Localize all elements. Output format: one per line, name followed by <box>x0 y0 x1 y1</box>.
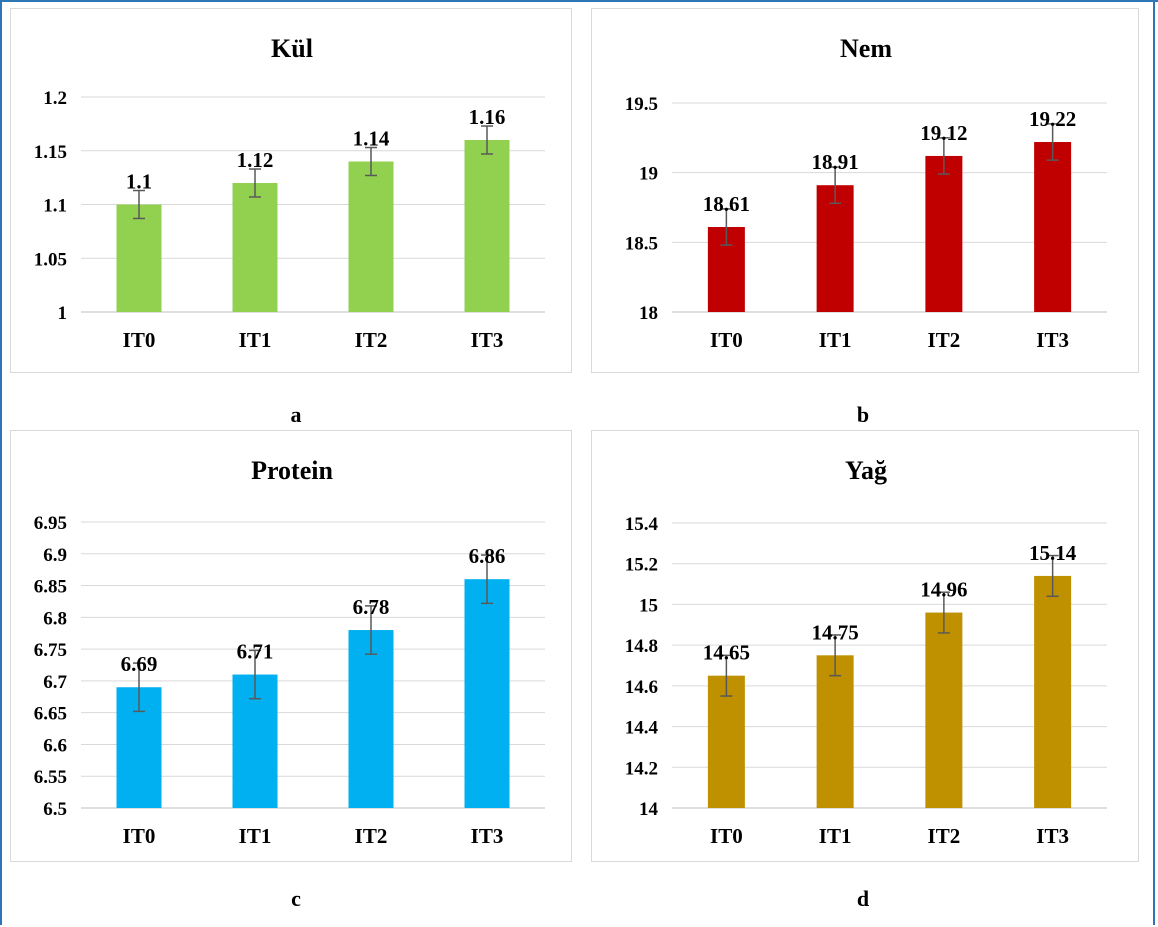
x-tick-label: IT3 <box>1036 328 1069 352</box>
chart-title: Kül <box>271 34 313 63</box>
x-tick-label: IT2 <box>355 328 388 352</box>
bar <box>348 630 394 808</box>
x-tick-label: IT3 <box>471 328 504 352</box>
y-tick-label: 6.85 <box>34 577 67 598</box>
x-tick-label: IT1 <box>819 328 852 352</box>
data-label: 19.22 <box>1029 107 1076 131</box>
data-label: 18.61 <box>703 192 750 216</box>
panel-label-c: c <box>291 886 301 911</box>
y-tick-label: 14.8 <box>625 636 658 657</box>
x-tick-label: IT3 <box>1036 824 1069 848</box>
bar <box>116 204 162 312</box>
chart-title: Yağ <box>845 456 887 485</box>
data-label: 14.65 <box>703 641 750 665</box>
chart-panel-protein: Protein 6.5 6.55 6.6 6.65 6.7 6.75 6.8 6.85 6.9 6.… <box>10 430 572 862</box>
chart-title: Nem <box>840 34 892 63</box>
y-tick-label: 6.75 <box>34 640 67 661</box>
panel-label-a: a <box>290 402 302 427</box>
bar <box>925 155 963 312</box>
x-tick-label: IT0 <box>710 328 743 352</box>
data-label: 14.96 <box>920 578 967 602</box>
y-tick-label: 19 <box>639 164 658 185</box>
y-tick-label: 14.6 <box>625 677 658 698</box>
panel-label-d: d <box>856 886 870 911</box>
x-tick-label: IT0 <box>123 824 156 848</box>
y-tick-label: 6.95 <box>34 513 67 534</box>
y-tick-label: 6.5 <box>43 799 67 820</box>
y-tick-label: 6.7 <box>43 672 67 693</box>
y-tick-label: 1.2 <box>43 88 67 109</box>
chart-panel-kul: Kül 1 1.05 1.1 1.15 1.2 1.1 IT0 1.12 IT1 1.14 IT2 1.… <box>10 8 572 373</box>
bar <box>1034 575 1072 808</box>
y-tick-label: 15.4 <box>625 514 659 535</box>
y-tick-label: 15.2 <box>625 555 658 576</box>
x-tick-label: IT1 <box>819 824 852 848</box>
data-label: 6.86 <box>469 544 506 568</box>
y-tick-label: 19.5 <box>625 94 658 115</box>
y-tick-label: 18.5 <box>625 233 658 254</box>
y-tick-label: 1.1 <box>43 196 67 217</box>
data-label: 18.91 <box>812 150 859 174</box>
y-tick-label: 15 <box>639 595 658 616</box>
y-tick-label: 6.65 <box>34 704 67 725</box>
chart-nem: Nem 18 18.5 19 19.5 18.61 IT0 18.91 IT1 19.12 IT2 1… <box>625 34 1107 352</box>
panel-label-b: b <box>856 402 870 427</box>
bar <box>232 183 278 312</box>
x-tick-label: IT2 <box>928 824 961 848</box>
chart-panel-yag: Yağ 14 14.2 14.4 14.6 14.8 15 15.2 15.4 14.65 IT0 1… <box>591 430 1139 862</box>
y-tick-label: 6.8 <box>43 608 67 629</box>
bar <box>816 185 854 312</box>
y-tick-label: 6.6 <box>43 735 67 756</box>
data-label: 19.12 <box>920 121 967 145</box>
bar <box>464 579 510 808</box>
bar <box>1034 142 1072 312</box>
data-label: 1.1 <box>126 170 152 194</box>
y-tick-label: 1.05 <box>34 249 67 270</box>
bar <box>925 612 963 808</box>
x-tick-label: IT3 <box>471 824 504 848</box>
bar <box>348 161 394 312</box>
bar <box>707 675 745 808</box>
chart-yag: Yağ 14 14.2 14.4 14.6 14.8 15 15.2 15.4 14.65 IT0 1… <box>625 456 1107 848</box>
data-label: 6.69 <box>121 652 158 676</box>
bar <box>464 140 510 312</box>
y-tick-label: 1.15 <box>34 142 67 163</box>
data-label: 14.75 <box>812 620 859 644</box>
data-label: 1.12 <box>237 148 274 172</box>
x-tick-label: IT0 <box>710 824 743 848</box>
y-tick-label: 6.55 <box>34 767 67 788</box>
chart-panel-nem: Nem 18 18.5 19 19.5 18.61 IT0 18.91 IT1 19.12 IT2 1… <box>591 8 1139 373</box>
bar <box>816 655 854 808</box>
chart-protein: Protein 6.5 6.55 6.6 6.65 6.7 6.75 6.8 6.85 6.9 6.… <box>34 456 545 848</box>
chart-kul: Kül 1 1.05 1.1 1.15 1.2 1.1 IT0 1.12 IT1 1.14 IT2 1.… <box>34 34 545 352</box>
y-tick-label: 1 <box>58 303 68 324</box>
x-tick-label: IT1 <box>239 328 272 352</box>
chart-title: Protein <box>251 456 333 485</box>
y-tick-label: 14 <box>639 799 659 820</box>
x-tick-label: IT2 <box>928 328 961 352</box>
x-tick-label: IT0 <box>123 328 156 352</box>
y-tick-label: 14.2 <box>625 758 658 779</box>
x-tick-label: IT1 <box>239 824 272 848</box>
data-label: 1.14 <box>353 127 390 151</box>
data-label: 1.16 <box>469 105 506 129</box>
x-tick-label: IT2 <box>355 824 388 848</box>
y-tick-label: 6.9 <box>43 545 67 566</box>
y-tick-label: 14.4 <box>625 718 659 739</box>
y-tick-label: 18 <box>639 303 658 324</box>
data-label: 15.14 <box>1029 541 1077 565</box>
data-label: 6.71 <box>237 640 274 664</box>
data-label: 6.78 <box>353 595 390 619</box>
figure-top-border <box>0 0 1158 2</box>
